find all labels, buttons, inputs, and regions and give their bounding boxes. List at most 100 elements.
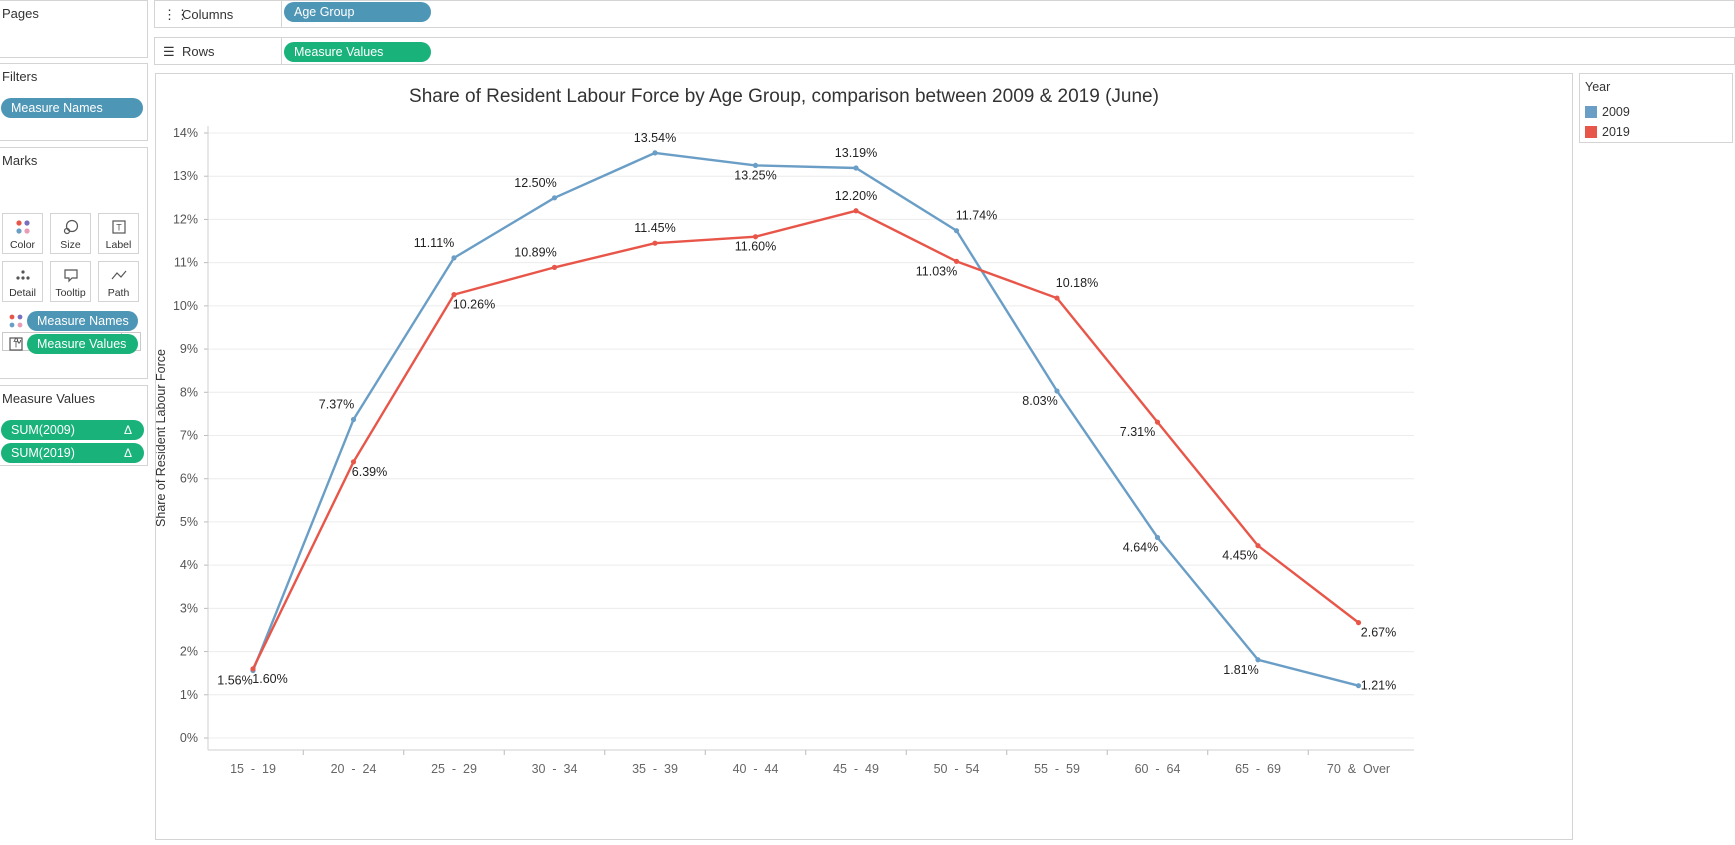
sum-2009-label: SUM(2009) <box>11 423 75 437</box>
data-point-2019 <box>1355 620 1362 626</box>
x-tick-label: 70 & Over <box>1327 762 1390 776</box>
shelf-divider <box>281 1 282 27</box>
line-chart: Share of Resident Labour Force by Age Gr… <box>154 86 1414 776</box>
data-label-2009: 11.11% <box>414 236 455 250</box>
detail-button[interactable]: Detail <box>2 261 43 302</box>
data-label-2009: 1.81% <box>1223 663 1258 677</box>
svg-text:T: T <box>13 340 19 350</box>
sum-2019-pill[interactable]: SUM(2019) Δ <box>1 443 144 463</box>
y-tick-label: 7% <box>180 429 198 443</box>
data-point-2009 <box>1355 683 1362 689</box>
rows-shelf-label: Rows <box>182 44 215 59</box>
label-text-icon: T <box>99 219 138 237</box>
data-point-2019 <box>752 234 759 240</box>
sum-2009-pill[interactable]: SUM(2009) Δ <box>1 420 144 440</box>
detail-dots-icon <box>3 267 42 285</box>
y-tick-label: 2% <box>180 645 198 659</box>
y-tick-label: 9% <box>180 342 198 356</box>
path-button-label: Path <box>107 287 130 299</box>
data-label-2019: 4.45% <box>1222 549 1257 563</box>
data-point-2019 <box>953 258 960 264</box>
y-tick-label: 3% <box>180 601 198 615</box>
data-point-2019 <box>853 208 859 214</box>
label-button[interactable]: T Label <box>98 213 139 254</box>
marks-label-measure-values-pill[interactable]: Measure Values <box>27 334 138 354</box>
y-tick-label: 11% <box>174 256 198 270</box>
sum-2019-label: SUM(2019) <box>11 446 75 460</box>
legend-label-2009: 2009 <box>1602 105 1630 119</box>
chart-title: Share of Resident Labour Force by Age Gr… <box>409 86 1159 107</box>
color-dots-icon <box>3 219 42 237</box>
y-tick-label: 0% <box>180 731 198 745</box>
x-tick-label: 15 - 19 <box>230 762 276 776</box>
data-label-2019: 12.20% <box>835 189 877 203</box>
data-label-2009: 1.56% <box>217 674 252 688</box>
measure-values-card: Measure Values SUM(2009) Δ SUM(2019) Δ <box>0 385 148 466</box>
rows-shelf[interactable]: ☰ Rows Measure Values <box>154 37 1735 65</box>
measure-values-rows-pill[interactable]: Measure Values <box>284 42 431 62</box>
marks-color-measure-names-pill[interactable]: Measure Names <box>27 311 138 331</box>
delta-icon: Δ <box>123 446 132 460</box>
svg-text:T: T <box>116 223 122 233</box>
data-label-2019: 11.45% <box>634 221 675 235</box>
color-button-label: Color <box>9 239 36 251</box>
tooltip-button[interactable]: Tooltip <box>50 261 91 302</box>
data-label-2019: 10.26% <box>453 298 495 312</box>
data-point-2009 <box>652 150 658 156</box>
data-point-2019 <box>350 459 357 465</box>
data-label-2009: 11.74% <box>956 209 997 223</box>
legend-title: Year <box>1585 80 1611 94</box>
data-label-2019: 2.67% <box>1361 626 1396 640</box>
legend-item-2009[interactable]: 2009 <box>1585 105 1630 119</box>
y-tick-label: 13% <box>173 169 198 183</box>
data-point-2009 <box>350 416 357 423</box>
delta-icon: Δ <box>123 423 132 437</box>
legend-swatch-2019 <box>1585 126 1597 138</box>
data-label-2009: 7.37% <box>319 398 354 412</box>
pages-title: Pages <box>2 6 39 21</box>
color-dots-icon <box>8 313 24 334</box>
age-group-pill[interactable]: Age Group <box>284 2 431 22</box>
pages-card[interactable]: Pages <box>0 0 148 58</box>
path-button[interactable]: Path <box>98 261 139 302</box>
marks-title: Marks <box>2 153 38 168</box>
y-tick-label: 14% <box>173 126 198 140</box>
columns-shelf[interactable]: ⋮⋮ Columns Age Group <box>154 0 1735 28</box>
data-point-2019 <box>451 292 457 298</box>
filters-title: Filters <box>2 69 38 84</box>
data-point-2009 <box>853 165 859 171</box>
filters-card[interactable]: Filters Measure Names <box>0 63 148 141</box>
data-label-2019: 7.31% <box>1120 425 1155 439</box>
line-mark-icon: ∿ <box>13 335 23 347</box>
data-label-2019: 10.18% <box>1056 276 1098 290</box>
series-line-2019 <box>251 209 1360 670</box>
x-tick-label: 55 - 59 <box>1034 762 1080 776</box>
x-tick-label: 20 - 24 <box>331 762 377 776</box>
x-tick-label: 25 - 29 <box>431 762 477 776</box>
filter-measure-names-pill[interactable]: Measure Names <box>1 98 143 118</box>
data-point-2009 <box>953 228 960 234</box>
y-axis-label: Share of Resident Labour Force <box>156 349 168 527</box>
label-button-label: Label <box>105 239 132 251</box>
data-point-2019 <box>1054 295 1060 301</box>
series-line-2009 <box>251 151 1359 687</box>
x-tick-label: 40 - 44 <box>733 762 779 776</box>
data-point-2009 <box>1054 388 1060 394</box>
data-label-2009: 13.25% <box>734 168 776 182</box>
y-tick-label: 5% <box>180 515 198 529</box>
legend-item-2019[interactable]: 2019 <box>1585 125 1630 139</box>
data-label-2009: 13.54% <box>634 131 676 145</box>
y-tick-label: 6% <box>180 472 198 486</box>
size-button[interactable]: Size <box>50 213 91 254</box>
data-point-2009 <box>451 255 457 261</box>
data-point-2019 <box>652 240 658 246</box>
size-icon <box>51 219 90 237</box>
color-button[interactable]: Color <box>2 213 43 254</box>
data-label-2009: 8.03% <box>1022 394 1057 408</box>
x-tick-label: 65 - 69 <box>1235 762 1281 776</box>
y-tick-label: 10% <box>173 299 198 313</box>
x-tick-label: 35 - 39 <box>632 762 678 776</box>
data-point-2009 <box>1154 534 1161 541</box>
data-point-2019 <box>1255 543 1261 549</box>
data-label-2019: 11.03% <box>916 264 957 278</box>
